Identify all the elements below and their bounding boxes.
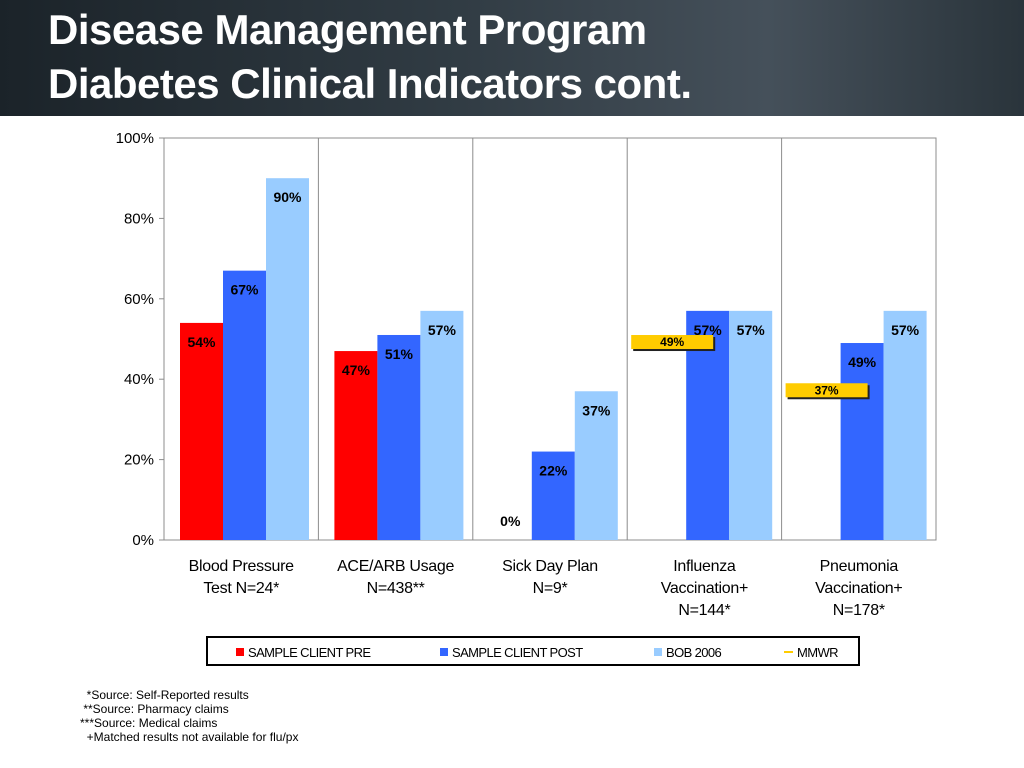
legend-label-pre: SAMPLE CLIENT PRE	[248, 645, 371, 660]
legend-swatch-mmwr	[784, 651, 793, 653]
y-tick-label: 20%	[124, 452, 154, 469]
bar-value-label: 57%	[428, 322, 457, 338]
y-tick-label: 80%	[124, 210, 154, 227]
legend-item-mmwr: MMWR	[784, 645, 839, 660]
legend-item-bob: BOB 2006	[654, 645, 722, 660]
bar-value-label: 57%	[891, 322, 920, 338]
bar	[883, 310, 927, 540]
y-tick-label: 100%	[116, 130, 154, 147]
benchmark-value-label: 49%	[660, 335, 684, 349]
legend-label-mmwr: MMWR	[797, 645, 839, 660]
category-label: Vaccination+	[815, 580, 902, 597]
category-label: N=9*	[533, 580, 568, 597]
category-label: N=144*	[678, 602, 730, 619]
bar	[420, 310, 464, 540]
legend-swatch-pre	[236, 648, 244, 656]
y-tick-label: 0%	[132, 532, 154, 549]
footnote-1: *Source: Self-Reported results	[80, 688, 249, 702]
category-label: Sick Day Plan	[502, 558, 598, 575]
footnote-2: **Source: Pharmacy claims	[80, 702, 229, 716]
category-label: ACE/ARB Usage	[337, 558, 454, 575]
benchmark-marker	[631, 335, 714, 350]
category-label: Pneumonia	[820, 558, 899, 575]
bar-value-label: 49%	[848, 354, 877, 370]
bar	[180, 322, 223, 540]
footnote-4: +Matched results not available for flu/p…	[80, 730, 299, 744]
bar-value-label: 57%	[737, 322, 766, 338]
category-label: N=178*	[833, 602, 885, 619]
legend-swatch-bob	[654, 648, 662, 656]
bar-value-label: 0%	[500, 513, 521, 529]
bar-value-label: 22%	[539, 463, 568, 479]
bar	[729, 310, 773, 540]
bar	[266, 178, 309, 540]
title-banner: Disease Management Program Diabetes Clin…	[0, 0, 1024, 116]
legend-label-bob: BOB 2006	[666, 645, 722, 660]
bar	[377, 334, 421, 540]
bar-value-label: 37%	[582, 402, 611, 418]
category-label: Blood Pressure	[189, 558, 295, 575]
bar	[574, 391, 618, 540]
bar-value-label: 67%	[230, 282, 259, 298]
bar	[223, 270, 266, 540]
slide-title-line-1: Disease Management Program	[48, 6, 647, 53]
slide-title-line-2: Diabetes Clinical Indicators cont.	[48, 60, 692, 107]
bar-value-label: 54%	[187, 334, 216, 350]
bar	[531, 451, 575, 540]
category-label: Test N=24*	[203, 580, 279, 597]
legend-label-post: SAMPLE CLIENT POST	[452, 645, 583, 660]
bar	[334, 351, 378, 540]
bar-value-label: 51%	[385, 346, 414, 362]
y-tick-label: 40%	[124, 371, 154, 388]
category-label: Vaccination+	[661, 580, 748, 597]
bar-value-label: 57%	[694, 322, 723, 338]
chart-legend: SAMPLE CLIENT PRE SAMPLE CLIENT POST BOB…	[206, 636, 860, 666]
bar-value-label: 90%	[273, 189, 302, 205]
bar-value-label: 47%	[342, 362, 371, 378]
category-label: Influenza	[673, 558, 736, 575]
y-tick-label: 60%	[124, 291, 154, 308]
bar-chart: 0% 20% 40% 60% 80% 100% 54% 47% 0% 67% 51% 22% 57% 49…	[116, 130, 937, 619]
footnote-3: ***Source: Medical claims	[80, 716, 218, 730]
benchmark-marker	[785, 383, 868, 398]
legend-item-pre: SAMPLE CLIENT PRE	[236, 645, 371, 660]
bar	[840, 343, 884, 540]
footnotes: *Source: Self-Reported results **Source:…	[80, 688, 298, 744]
benchmark-value-label: 37%	[815, 383, 839, 397]
legend-item-post: SAMPLE CLIENT POST	[440, 645, 583, 660]
category-label: N=438**	[367, 580, 425, 597]
legend-swatch-post	[440, 648, 448, 656]
